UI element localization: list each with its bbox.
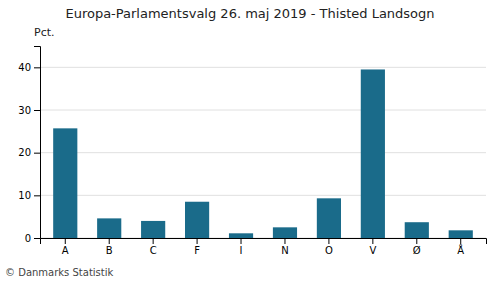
x-tick: N bbox=[281, 238, 288, 256]
y-axis-label: Pct. bbox=[34, 26, 55, 39]
y-tick-mark bbox=[34, 67, 40, 68]
bar bbox=[185, 202, 209, 238]
title: Europa-Parlamentsvalg 26. maj 2019 - Thi… bbox=[65, 6, 434, 21]
y-tick-mark bbox=[34, 238, 40, 239]
x-axis: ABCFINOVØÅ bbox=[41, 238, 487, 256]
y-tick-label: 20 bbox=[18, 147, 31, 158]
y-tick: 20 bbox=[18, 147, 40, 158]
x-tick-mark bbox=[328, 238, 329, 244]
x-tick: A bbox=[62, 238, 69, 256]
y-tick-label: 10 bbox=[18, 190, 31, 201]
y-tick-mark bbox=[34, 195, 40, 196]
x-tick-mark bbox=[460, 238, 461, 244]
x-tick-mark bbox=[372, 238, 373, 244]
bar bbox=[53, 128, 77, 238]
bar bbox=[97, 218, 121, 238]
x-tick-label: C bbox=[150, 245, 157, 256]
x-tick: I bbox=[240, 238, 243, 256]
y-axis: 0 10 20 30 40 bbox=[18, 47, 40, 244]
y-tick: 40 bbox=[18, 62, 40, 73]
x-tick-label: A bbox=[62, 245, 69, 256]
grid-line bbox=[40, 152, 486, 153]
x-tick: B bbox=[106, 238, 113, 256]
x-tick-mark bbox=[109, 238, 110, 244]
bar bbox=[273, 227, 297, 238]
x-tick-mark bbox=[153, 238, 154, 244]
bar bbox=[317, 198, 341, 238]
y-tick: 30 bbox=[18, 105, 40, 116]
grid-line bbox=[40, 67, 486, 68]
chart-svg: Europa-Parlamentsvalg 26. maj 2019 - Thi… bbox=[0, 0, 500, 282]
grid bbox=[40, 67, 486, 238]
y-tick: 10 bbox=[18, 190, 40, 201]
x-tick: Å bbox=[457, 238, 464, 256]
chart-container: Europa-Parlamentsvalg 26. maj 2019 - Thi… bbox=[0, 0, 500, 282]
y-tick-mark bbox=[34, 110, 40, 111]
grid-line bbox=[40, 110, 486, 111]
bars bbox=[53, 69, 473, 238]
bar bbox=[361, 69, 385, 238]
x-tick-label: I bbox=[240, 245, 243, 256]
x-tick-label: Ø bbox=[413, 245, 421, 256]
x-tick-label: B bbox=[106, 245, 113, 256]
x-tick: F bbox=[194, 238, 200, 256]
x-tick-mark bbox=[241, 238, 242, 244]
x-tick-label: Å bbox=[457, 244, 464, 256]
x-tick: C bbox=[150, 238, 157, 256]
x-tick-mark bbox=[416, 238, 417, 244]
x-axis-line bbox=[41, 239, 487, 245]
bar bbox=[141, 221, 165, 238]
x-tick: V bbox=[369, 238, 376, 256]
x-tick-mark bbox=[284, 238, 285, 244]
x-tick: Ø bbox=[413, 238, 421, 256]
x-tick: O bbox=[325, 238, 333, 256]
plot-area: 0 10 20 30 40 A B C F I N O V Ø Å bbox=[18, 47, 486, 257]
x-tick-mark bbox=[65, 238, 66, 244]
x-tick-mark bbox=[197, 238, 198, 244]
y-tick-label: 0 bbox=[25, 233, 31, 244]
bar bbox=[229, 233, 253, 238]
bar bbox=[405, 222, 429, 238]
x-tick-label: V bbox=[369, 245, 376, 256]
y-tick: 0 bbox=[25, 233, 40, 244]
x-tick-label: O bbox=[325, 245, 333, 256]
footer: © Danmarks Statistik bbox=[5, 267, 114, 278]
y-tick-label: 30 bbox=[18, 105, 31, 116]
x-tick-label: F bbox=[194, 245, 200, 256]
bar bbox=[449, 230, 473, 238]
y-axis-line bbox=[34, 47, 41, 239]
y-tick-label: 40 bbox=[18, 62, 31, 73]
y-tick-mark bbox=[34, 153, 40, 154]
grid-line bbox=[40, 195, 486, 196]
x-tick-label: N bbox=[281, 245, 288, 256]
